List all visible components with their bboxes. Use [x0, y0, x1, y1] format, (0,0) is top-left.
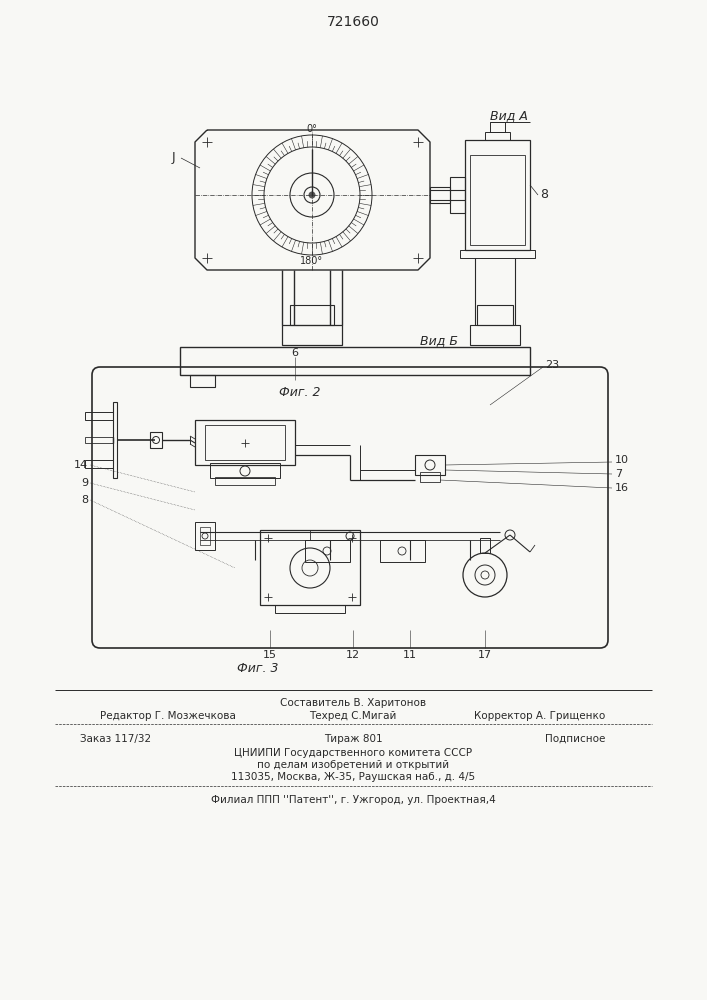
Text: 23: 23 [545, 360, 559, 370]
Bar [150, 432, 162, 448]
Text: 8: 8 [540, 188, 548, 202]
Bar [180, 347, 530, 375]
Bar [477, 305, 513, 325]
Text: 7: 7 [615, 469, 622, 479]
Bar [460, 250, 535, 258]
Text: ЦНИИПИ Государственного комитета СССР: ЦНИИПИ Государственного комитета СССР [234, 748, 472, 758]
Bar [305, 540, 350, 562]
Text: Заказ 117/32: Заказ 117/32 [80, 734, 151, 744]
Bar [420, 472, 440, 482]
Text: 17: 17 [478, 650, 492, 660]
Text: 113035, Москва, Ж-35, Раушская наб., д. 4/5: 113035, Москва, Ж-35, Раушская наб., д. … [231, 772, 475, 782]
Bar [282, 325, 342, 345]
Text: Корректор А. Грищенко: Корректор А. Грищенко [474, 711, 605, 721]
Circle shape [309, 192, 315, 198]
Text: Составитель В. Харитонов: Составитель В. Харитонов [280, 698, 426, 708]
Text: 15: 15 [263, 650, 277, 660]
Bar [113, 402, 117, 478]
Bar [205, 425, 285, 460]
Bar [190, 375, 215, 387]
Bar [200, 527, 210, 545]
Text: Техред С.Мигай: Техред С.Мигай [310, 711, 397, 721]
Bar [490, 122, 505, 132]
Text: Вид А: Вид А [490, 109, 528, 122]
Bar [430, 187, 450, 203]
Text: 9: 9 [81, 478, 88, 488]
Bar [450, 177, 465, 213]
Text: 180°: 180° [300, 256, 324, 266]
Text: Фиг. 2: Фиг. 2 [279, 385, 321, 398]
Bar [210, 463, 280, 478]
Text: по делам изобретений и открытий: по делам изобретений и открытий [257, 760, 449, 770]
Text: 721660: 721660 [327, 15, 380, 29]
Text: 6: 6 [291, 348, 298, 358]
Text: Редактор Г. Мозжечкова: Редактор Г. Мозжечкова [100, 711, 236, 721]
Bar [470, 325, 520, 345]
Text: 10: 10 [615, 455, 629, 465]
Bar [85, 412, 113, 420]
Text: Филиал ППП ''Патент'', г. Ужгород, ул. Проектная,4: Филиал ППП ''Патент'', г. Ужгород, ул. П… [211, 795, 496, 805]
Bar [195, 420, 295, 465]
Bar [380, 540, 425, 562]
Bar [470, 155, 525, 245]
Text: Фиг. 3: Фиг. 3 [238, 662, 279, 674]
Bar [260, 530, 360, 605]
Text: 11: 11 [403, 650, 417, 660]
Bar [290, 305, 334, 325]
Bar [195, 522, 215, 550]
Text: 12: 12 [346, 650, 360, 660]
Bar [85, 460, 113, 468]
Text: Вид Б: Вид Б [420, 334, 458, 347]
Bar [480, 538, 490, 553]
Text: J: J [171, 151, 175, 164]
Text: 16: 16 [615, 483, 629, 493]
Bar [215, 477, 275, 485]
Bar [465, 140, 530, 250]
Text: 8: 8 [81, 495, 88, 505]
Text: 0°: 0° [307, 124, 317, 134]
Bar [415, 455, 445, 475]
Text: 14: 14 [74, 460, 88, 470]
Text: Подписное: Подписное [544, 734, 605, 744]
Bar [275, 605, 345, 613]
Bar [485, 132, 510, 140]
Bar [85, 437, 113, 443]
Text: Тираж 801: Тираж 801 [324, 734, 382, 744]
